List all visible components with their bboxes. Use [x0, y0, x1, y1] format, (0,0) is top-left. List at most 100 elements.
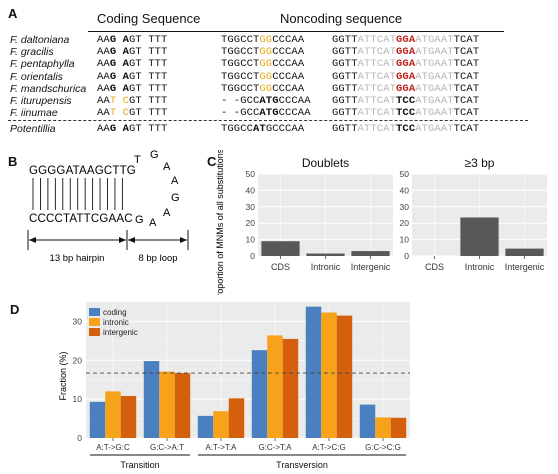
- bar-cds: [261, 241, 300, 256]
- panel-c-label: C: [207, 154, 217, 169]
- bar-coding: [89, 401, 106, 438]
- bar-coding: [251, 350, 268, 438]
- panel-b-label: B: [8, 154, 18, 169]
- noncoding-seq-1: TGGCCTGGCCCAA: [221, 34, 305, 46]
- loop-base: G: [171, 192, 180, 204]
- bar-intronic: [213, 411, 229, 438]
- x-tick-label: CDS: [271, 262, 290, 272]
- y-tick-label: 30: [246, 202, 256, 212]
- y-tick-label: 0: [250, 251, 255, 261]
- x-tick-label: Intergenic: [351, 262, 391, 272]
- outgroup-divider: [8, 120, 528, 121]
- y-tick-label: 10: [246, 235, 256, 245]
- y-tick-label: 10: [400, 235, 410, 245]
- triplet-chart: 0 10 20 30 40 50 CDS Intronic Intergenic ≥3 bp: [400, 156, 547, 272]
- noncoding-seq-2: GGTTATTCATGGAATGAATTCAT: [332, 58, 480, 71]
- noncoding-seq-1: - -GCCATGCCCAA: [221, 95, 311, 107]
- loop-length-label: 8 bp loop: [138, 253, 177, 264]
- coding-seq: AAG AGT TTT: [97, 58, 168, 71]
- legend-swatch: [89, 308, 100, 316]
- species-name: F. iinumae: [10, 107, 58, 120]
- base-pair-ticks: [32, 178, 123, 210]
- bar-coding: [359, 404, 376, 438]
- d-y-axis-label: Fraction (%): [58, 351, 68, 400]
- coding-seq: AAG AGT TTT: [97, 46, 168, 59]
- noncoding-seq-2: GGTTATTCATTCCATGAATTCAT: [332, 95, 480, 107]
- mutation-spectrum-chart: Fraction (%) 0 10 20 30 A:T->G:C G:C->A:T A:T-…: [58, 302, 410, 470]
- y-tick-label: 20: [400, 218, 410, 228]
- bar-intronic: [306, 253, 345, 256]
- y-tick-label: 40: [400, 185, 410, 195]
- coding-seq: AAG AGT TTT: [97, 34, 168, 46]
- hairpin-top-strand: GGGGATAAGCTTG: [29, 165, 136, 177]
- loop-base: A: [163, 161, 171, 173]
- bar-intergenic: [228, 398, 245, 438]
- x-tick-label: A:T->G:C: [96, 443, 130, 452]
- group-label: Transversion: [276, 460, 328, 470]
- noncoding-seq-2: GGTTATTCATGGAATGAATTCAT: [332, 34, 480, 46]
- legend-label: intronic: [103, 318, 129, 327]
- doublets-chart: 0 10 20 30 40 50 CDS Intronic Intergenic Doublets: [246, 156, 393, 272]
- species-name: F. gracilis: [10, 46, 54, 59]
- y-tick-label: 0: [77, 433, 82, 443]
- plot-background: [86, 302, 410, 438]
- outgroup-species: Potentillia: [10, 123, 56, 135]
- noncoding-seq-2: GGTTATTCATGGAATGAATTCAT: [332, 82, 480, 95]
- legend-label: coding: [103, 308, 127, 317]
- x-tick-label: G:C->T:A: [258, 443, 292, 452]
- mnm-proportion-charts: The proportion of MNMs of all substituti…: [215, 150, 547, 295]
- bar-intronic: [105, 391, 121, 438]
- species-name: F. pentaphylla: [10, 58, 75, 71]
- bar-intronic: [375, 417, 391, 438]
- noncoding-sequence-header: Noncoding sequence: [280, 11, 403, 26]
- y-tick-label: 20: [246, 218, 256, 228]
- y-tick-label: 30: [400, 202, 410, 212]
- coding-seq: AAT CGT TTT: [97, 107, 168, 120]
- c-y-axis-label: The proportion of MNMs of all substituti…: [215, 150, 225, 295]
- bar-intergenic: [351, 251, 390, 256]
- x-tick-label: Intergenic: [505, 262, 545, 272]
- y-tick-label: 20: [73, 355, 83, 365]
- hairpin-length-label: 13 bp hairpin: [50, 253, 105, 264]
- x-tick-label: G:C->C:G: [365, 443, 401, 452]
- x-tick-label: A:T->C:G: [312, 443, 346, 452]
- spectrum-plot: 0 10 20 30 A:T->G:C G:C->A:T A:T->T:A G:C->T:A A…: [73, 302, 410, 470]
- outgroup-nc-seq-1: TGGCCATGCCCAA: [221, 123, 305, 135]
- coding-sequence-header: Coding Sequence: [97, 11, 201, 26]
- chart-title: Doublets: [302, 156, 349, 170]
- bar-coding: [197, 415, 214, 438]
- bar-intergenic: [174, 373, 191, 438]
- loop-base: A: [149, 217, 157, 229]
- x-tick-label: CDS: [425, 262, 444, 272]
- y-tick-label: 30: [73, 316, 83, 326]
- x-tick-label: Intronic: [465, 262, 495, 272]
- x-tick-label: Intronic: [311, 262, 341, 272]
- bar-intergenic: [390, 417, 407, 438]
- bar-intronic: [159, 371, 175, 438]
- header-rule: [88, 31, 504, 32]
- y-tick-label: 40: [246, 185, 256, 195]
- y-tick-label: 50: [400, 169, 410, 179]
- noncoding-seq-1: TGGCCTGGCCCAA: [221, 46, 305, 59]
- y-tick-label: 50: [246, 169, 256, 179]
- loop-base: G: [150, 150, 159, 161]
- noncoding-seq-1: TGGCCTGGCCCAA: [221, 82, 305, 95]
- bar-intergenic: [282, 338, 299, 438]
- bar-intergenic: [505, 248, 544, 256]
- hairpin-diagram: GGGGATAAGCTTG CCCCTATTCGAAC T G A A G A …: [27, 150, 189, 264]
- x-tick-label: A:T->T:A: [206, 443, 238, 452]
- y-tick-label: 10: [73, 394, 83, 404]
- legend-label: intergenic: [103, 328, 138, 337]
- coding-seq: AAG AGT TTT: [97, 82, 168, 95]
- loop-base: G: [135, 214, 144, 226]
- group-label: Transition: [120, 460, 159, 470]
- noncoding-seq-2: GGTTATTCATTCCATGAATTCAT: [332, 107, 480, 120]
- coding-seq: AAT CGT TTT: [97, 95, 168, 107]
- outgroup-coding-seq: AAG AGT TTT: [97, 123, 168, 135]
- panel-a-label: A: [8, 6, 18, 21]
- noncoding-seq-2: GGTTATTCATGGAATGAATTCAT: [332, 70, 480, 83]
- loop-base: A: [163, 207, 171, 219]
- outgroup-nc-seq-2: GGTTATTCATTCCATGAATTCAT: [332, 123, 480, 135]
- species-name: F. orientalis: [10, 70, 63, 83]
- bar-intergenic: [120, 396, 137, 438]
